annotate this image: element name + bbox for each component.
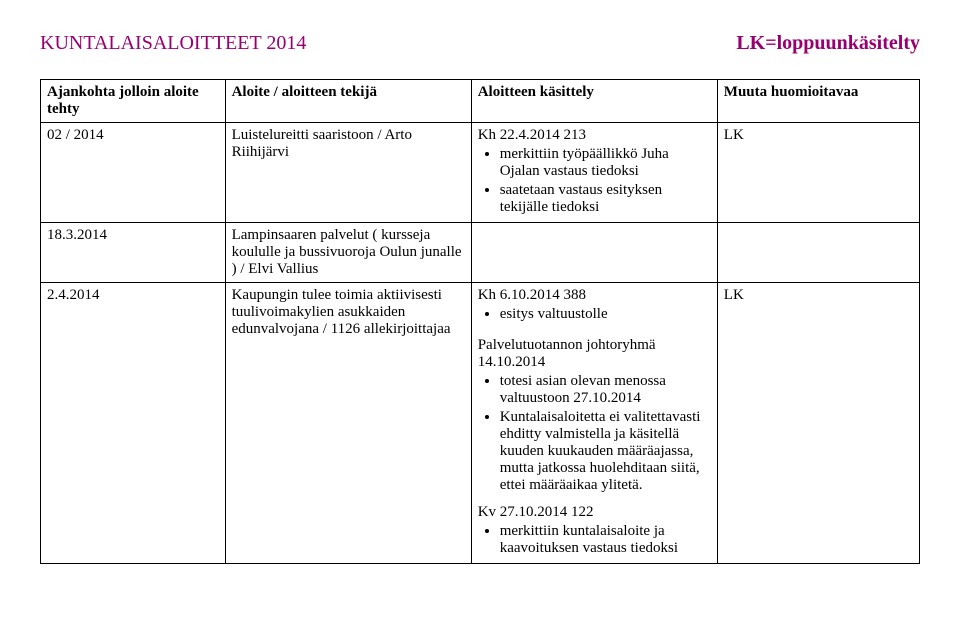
table-row: 18.3.2014 Lampinsaaren palvelut ( kursse…: [41, 223, 920, 283]
page-header: KUNTALAISALOITTEET 2014 LK=loppuunkäsite…: [40, 32, 920, 55]
cell-author: Luistelureitti saaristoon / Arto Riihijä…: [225, 123, 471, 223]
col-header-handling: Aloitteen käsittely: [471, 80, 717, 123]
handling-bullet: Kuntalaisaloitetta ei valitettavasti ehd…: [500, 409, 711, 494]
handling-bullet: totesi asian olevan menossa valtuustoon …: [500, 373, 711, 407]
cell-note: [717, 223, 919, 283]
handling-bullets: merkittiin työpäällikkö Juha Ojalan vast…: [478, 146, 711, 216]
cell-author: Lampinsaaren palvelut ( kursseja koulull…: [225, 223, 471, 283]
handling-bullet: merkittiin kuntalaisaloite ja kaavoituks…: [500, 523, 711, 557]
handling-title: Kh 22.4.2014 213: [478, 127, 586, 143]
cell-author: Kaupungin tulee toimia aktiivisesti tuul…: [225, 283, 471, 501]
cell-handling: Kv 27.10.2014 122 merkittiin kuntalaisal…: [471, 500, 717, 564]
col-header-author: Aloite / aloitteen tekijä: [225, 80, 471, 123]
table-row: Kv 27.10.2014 122 merkittiin kuntalaisal…: [41, 500, 920, 564]
table-header-row: Ajankohta jolloin aloite tehty Aloite / …: [41, 80, 920, 123]
handling-bullet: merkittiin työpäällikkö Juha Ojalan vast…: [500, 146, 711, 180]
handling-bullets: esitys valtuustolle: [478, 306, 711, 323]
table-row: 2.4.2014 Kaupungin tulee toimia aktiivis…: [41, 283, 920, 501]
col-header-date: Ajankohta jolloin aloite tehty: [41, 80, 226, 123]
cell-date: 18.3.2014: [41, 223, 226, 283]
handling-bullet: saatetaan vastaus esityksen tekijälle ti…: [500, 182, 711, 216]
initiatives-table: Ajankohta jolloin aloite tehty Aloite / …: [40, 79, 920, 564]
header-title-left: KUNTALAISALOITTEET 2014: [40, 32, 306, 55]
handling-title: Palvelutuotannon johtoryhmä 14.10.2014: [478, 337, 656, 370]
header-title-right: LK=loppuunkäsitelty: [736, 32, 920, 55]
cell-handling: Kh 22.4.2014 213 merkittiin työpäällikkö…: [471, 123, 717, 223]
table-row: 02 / 2014 Luistelureitti saaristoon / Ar…: [41, 123, 920, 223]
col-header-note: Muuta huomioitavaa: [717, 80, 919, 123]
cell-date: 02 / 2014: [41, 123, 226, 223]
cell-date: 2.4.2014: [41, 283, 226, 501]
cell-handling: [471, 223, 717, 283]
handling-title: Kv 27.10.2014 122: [478, 504, 594, 520]
handling-bullets: merkittiin kuntalaisaloite ja kaavoituks…: [478, 523, 711, 557]
cell-note-empty: [717, 500, 919, 564]
cell-note: LK: [717, 283, 919, 501]
handling-bullet: esitys valtuustolle: [500, 306, 711, 323]
cell-handling: Kh 6.10.2014 388 esitys valtuustolle Pal…: [471, 283, 717, 501]
handling-title: Kh 6.10.2014 388: [478, 287, 586, 303]
cell-note: LK: [717, 123, 919, 223]
cell-date-empty: [41, 500, 226, 564]
handling-bullets: totesi asian olevan menossa valtuustoon …: [478, 373, 711, 494]
cell-author-empty: [225, 500, 471, 564]
